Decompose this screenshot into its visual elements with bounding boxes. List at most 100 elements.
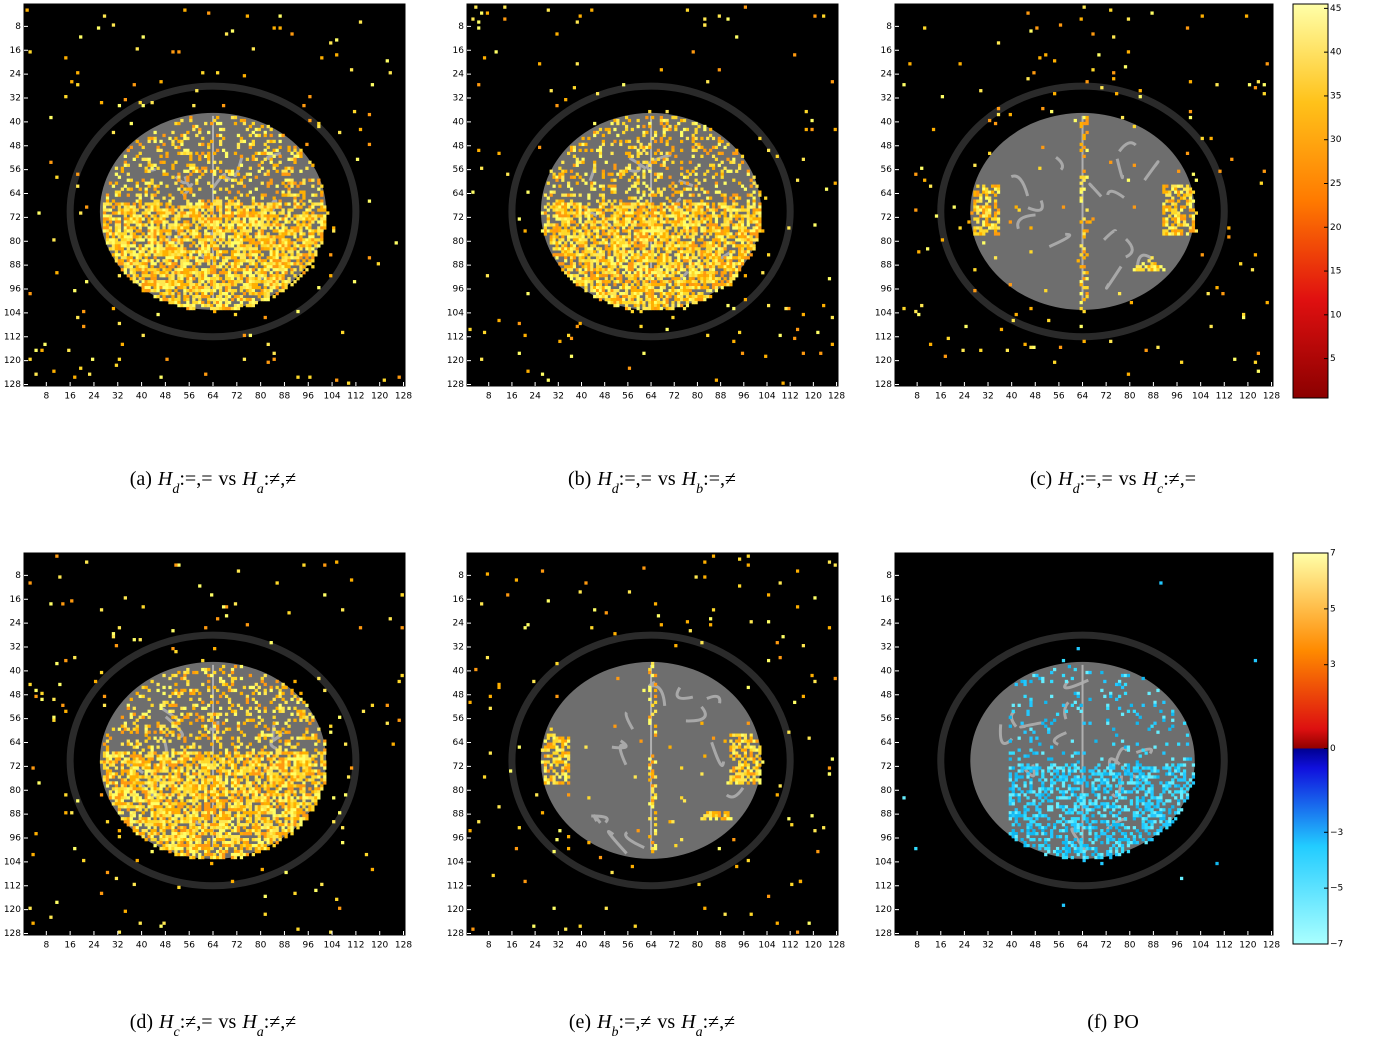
overlay-voxel [616,134,619,137]
overlay-voxel [317,125,320,128]
overlay-voxel [234,262,237,265]
overlay-voxel [162,292,165,295]
overlay-voxel [738,232,741,235]
overlay-voxel [296,238,299,241]
overlay-voxel [660,253,663,256]
overlay-voxel [697,143,700,146]
overlay-voxel [255,128,258,131]
overlay-voxel [666,253,669,256]
overlay-voxel [270,226,273,229]
overlay-voxel [1180,361,1183,364]
overlay-voxel [264,265,267,268]
overlay-voxel [1088,220,1091,223]
overlay-voxel [581,253,584,256]
x-tick-label: 64 [1077,392,1089,402]
overlay-voxel [613,164,616,167]
overlay-voxel [997,232,1000,235]
overlay-voxel [1174,214,1177,217]
overlay-voxel [151,164,154,167]
overlay-voxel [660,208,663,211]
overlay-voxel [320,229,323,232]
overlay-voxel [231,223,234,226]
overlay-voxel [683,268,686,271]
overlay-voxel [677,301,680,304]
overlay-voxel [567,205,570,208]
overlay-voxel [1150,11,1153,14]
overlay-voxel [225,179,228,182]
overlay-voxel [192,277,195,280]
overlay-voxel [747,220,750,223]
overlay-voxel [619,277,622,280]
overlay-voxel [709,223,712,226]
overlay-voxel [637,289,640,292]
overlay-voxel [171,271,174,274]
overlay-voxel [246,232,249,235]
overlay-voxel [359,20,362,23]
overlay-voxel [171,211,174,214]
overlay-voxel [293,205,296,208]
overlay-voxel [747,247,750,250]
overlay-voxel [240,194,243,197]
overlay-voxel [168,292,171,295]
overlay-voxel [156,226,159,229]
overlay-voxel [1180,208,1183,211]
overlay-voxel [1162,268,1165,271]
overlay-voxel [234,271,237,274]
overlay-voxel [692,235,695,238]
overlay-voxel [692,301,695,304]
overlay-voxel [680,262,683,265]
overlay-voxel [118,176,121,179]
overlay-voxel [151,101,154,104]
overlay-voxel [634,301,637,304]
overlay-voxel [738,214,741,217]
x-tick-label: 56 [622,392,634,402]
overlay-voxel [671,146,674,149]
overlay-voxel [622,202,625,205]
overlay-voxel [49,116,52,119]
overlay-voxel [718,265,721,268]
overlay-voxel [639,259,642,262]
overlay-voxel [243,256,246,259]
overlay-voxel [231,214,234,217]
overlay-voxel [660,307,663,310]
overlay-voxel [724,199,727,202]
overlay-voxel [255,226,258,229]
overlay-voxel [579,268,582,271]
overlay-voxel [237,211,240,214]
overlay-voxel [1150,256,1153,259]
overlay-voxel [28,292,31,295]
overlay-voxel [234,232,237,235]
overlay-voxel [103,205,106,208]
overlay-voxel [1180,232,1183,235]
overlay-voxel [284,244,287,247]
overlay-voxel [52,370,55,373]
y-tick-label: 96 [10,285,22,295]
overlay-voxel [201,277,204,280]
overlay-voxel [944,355,947,358]
overlay-voxel [136,247,139,250]
overlay-voxel [210,217,213,220]
overlay-voxel [579,256,582,259]
overlay-voxel [697,271,700,274]
overlay-voxel [213,259,216,262]
overlay-voxel [219,283,222,286]
x-tick-label: 32 [112,392,123,402]
overlay-voxel [320,214,323,217]
overlay-voxel [648,256,651,259]
overlay-voxel [296,155,299,158]
overlay-voxel [613,298,616,301]
overlay-voxel [590,8,593,11]
overlay-voxel [697,277,700,280]
overlay-voxel [697,220,700,223]
overlay-voxel [639,274,642,277]
overlay-voxel [631,128,634,131]
overlay-voxel [177,301,180,304]
overlay-voxel [118,241,121,244]
overlay-voxel [619,265,622,268]
overlay-voxel [183,271,186,274]
overlay-voxel [246,229,249,232]
overlay-voxel [648,304,651,307]
overlay-voxel [249,205,252,208]
overlay-voxel [195,289,198,292]
overlay-voxel [590,262,593,265]
